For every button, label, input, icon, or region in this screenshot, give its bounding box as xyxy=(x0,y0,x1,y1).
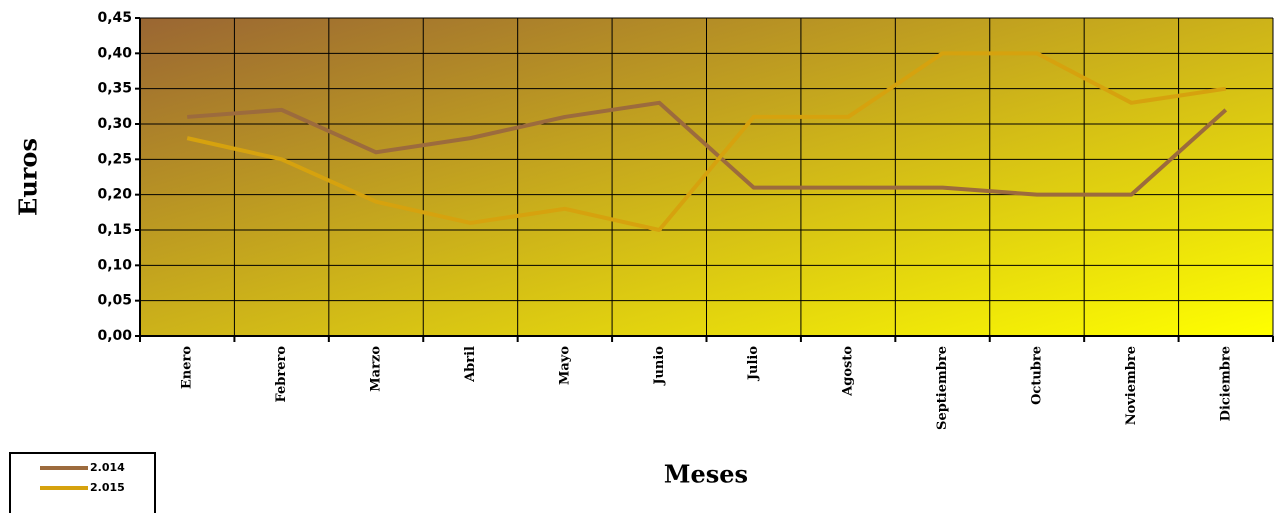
x-tick-label: Septiembre xyxy=(935,346,950,430)
x-axis-title: Meses xyxy=(664,460,748,489)
legend-label: 2.014 xyxy=(90,461,125,474)
y-tick-label: 0,00 xyxy=(97,328,132,344)
x-tick-label: Abril xyxy=(463,346,478,383)
x-tick-label: Mayo xyxy=(557,346,572,385)
y-tick-label: 0,20 xyxy=(97,187,132,203)
x-tick-label: Enero xyxy=(180,346,195,389)
x-tick-label: Noviembre xyxy=(1124,346,1139,425)
y-tick-label: 0,15 xyxy=(97,222,132,238)
y-tick-label: 0,30 xyxy=(97,116,132,132)
x-tick-label: Julio xyxy=(746,346,761,381)
y-tick-label: 0,45 xyxy=(97,10,132,26)
y-tick-label: 0,05 xyxy=(97,293,132,309)
legend-label: 2.015 xyxy=(90,481,125,494)
x-tick-label: Febrero xyxy=(274,346,289,403)
x-tick-label: Marzo xyxy=(369,346,384,392)
x-tick-label: Diciembre xyxy=(1218,346,1233,421)
x-tick-label: Junio xyxy=(652,346,667,386)
x-tick-label: Agosto xyxy=(841,346,856,397)
y-tick-label: 0,40 xyxy=(97,45,132,61)
y-axis-title: Euros xyxy=(14,138,43,216)
x-tick-label: Octubre xyxy=(1029,346,1044,405)
y-tick-label: 0,35 xyxy=(97,81,132,97)
legend-box xyxy=(9,452,156,513)
series-line xyxy=(186,51,1227,232)
y-tick-label: 0,25 xyxy=(97,151,132,167)
y-tick-label: 0,10 xyxy=(97,257,132,273)
series-line xyxy=(187,100,1228,197)
